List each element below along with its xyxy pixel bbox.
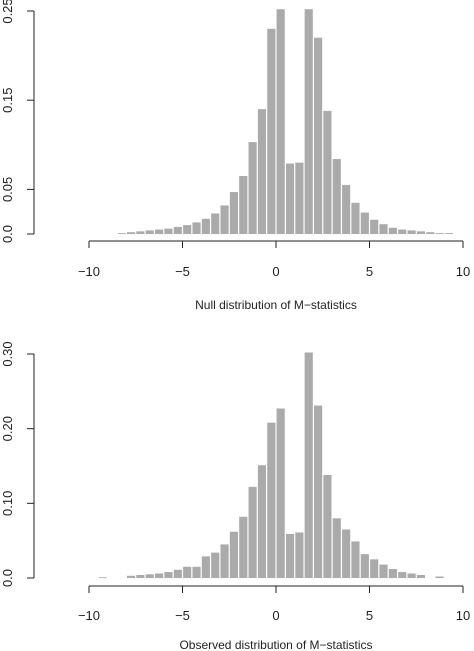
histogram-bar [267,28,276,235]
x-tick-label: 0 [272,608,279,623]
histogram-bar [192,222,201,234]
histogram-bar [379,224,388,234]
histogram-bar [164,228,173,234]
histogram-bar [257,109,267,234]
histogram-bar [444,233,454,234]
histogram-bar [276,408,285,578]
histogram-bar [314,405,323,578]
histogram-bar [416,575,425,578]
histogram-bar [370,559,379,578]
histogram-bar [407,573,416,578]
observed-distribution-x-axis-title: Observed distribution of M−statistics [179,638,372,651]
histogram-bar [360,212,369,234]
null-distribution-panel: −10 −5 0 5 10 0.0 0.05 0.15 0.25 Null distribut… [0,0,470,312]
histogram-bar [416,231,425,234]
histogram-bar [435,233,444,234]
histogram-bar [155,229,164,234]
histogram-bar [183,566,192,578]
histogram-bar [201,218,210,234]
histogram-bar [164,572,173,578]
x-tick-label: 0 [272,264,279,279]
y-tick-label: 0.0 [0,569,15,587]
histogram-bar [276,9,285,234]
histogram-bar [426,232,435,234]
x-tick-label: 5 [366,608,373,623]
histogram-bar [332,518,341,578]
histogram-bar [304,352,313,578]
x-tick-label: −10 [78,264,100,279]
x-tick-label: 10 [456,264,470,279]
histogram-bar [257,465,267,578]
histogram-bar [323,110,332,234]
x-tick-label: −5 [175,608,190,623]
histogram-bar [295,532,304,578]
histogram-bar [173,569,182,578]
histogram-bar [183,225,192,234]
histogram-bar [388,227,397,234]
observed-distribution-x-axis: −10 −5 0 5 10 [78,585,470,623]
x-tick-label: 5 [366,264,373,279]
histogram-bar [398,229,407,234]
histogram-bar [351,541,360,578]
histogram-bar [398,572,407,578]
y-tick-label: 0.25 [0,0,15,24]
null-distribution-bars [117,9,454,235]
histogram-bar [435,576,444,578]
histogram-bar [220,544,229,578]
y-tick-label: 0.05 [0,177,15,202]
histogram-bar [136,231,145,234]
histogram-bar [304,9,313,234]
histogram-bar [351,202,360,234]
x-tick-label: −10 [78,608,100,623]
histogram-bar [248,486,257,578]
observed-distribution-y-axis: 0.0 0.10 0.20 0.30 [0,341,35,587]
histogram-bar [370,219,379,234]
histogram-bar [98,577,108,579]
y-tick-label: 0.0 [0,225,15,243]
histogram-bar [379,564,388,578]
null-distribution-x-axis-title: Null distribution of M−statistics [195,298,357,312]
histogram-bar [239,516,248,578]
histogram-bar [360,554,369,578]
histogram-bar [201,556,210,578]
histogram-bar [173,226,182,234]
histogram-bar [155,573,164,578]
histogram-bar [342,184,351,234]
histogram-bar [314,37,323,235]
histogram-bar [295,162,304,234]
histogram-bar [285,163,295,234]
histogram-bar [323,474,332,578]
null-distribution-x-axis: −10 −5 0 5 10 [78,240,470,279]
x-tick-label: −5 [175,264,190,279]
y-tick-label: 0.30 [0,341,15,366]
histogram-bar [211,552,220,578]
histogram-bar [332,159,341,234]
histogram-bar [239,176,248,234]
histogram-bar [407,230,416,234]
histogram-bar [145,230,154,234]
histogram-bar [285,533,295,578]
x-tick-label: 10 [456,608,470,623]
histogram-bar [211,213,220,234]
y-tick-label: 0.10 [0,491,15,516]
observed-distribution-panel: −10 −5 0 5 10 0.0 0.10 0.20 0.30 Observed distr… [0,341,470,651]
histogram-bar [145,574,154,578]
histogram-bar [117,233,126,234]
histogram-bar [192,566,201,578]
y-tick-label: 0.15 [0,88,15,113]
histogram-bar [388,569,397,578]
histogram-bar [136,575,145,578]
histogram-bar [229,192,238,234]
histogram-bar [267,422,276,578]
histogram-bar [248,142,257,234]
histogram-bar [220,205,229,234]
histogram-bar [127,575,136,578]
histogram-bar [229,531,238,578]
histogram-bar [127,232,136,234]
observed-distribution-bars [98,352,444,579]
null-distribution-y-axis: 0.0 0.05 0.15 0.25 [0,0,35,243]
histogram-bar [342,529,351,578]
y-tick-label: 0.20 [0,416,15,441]
